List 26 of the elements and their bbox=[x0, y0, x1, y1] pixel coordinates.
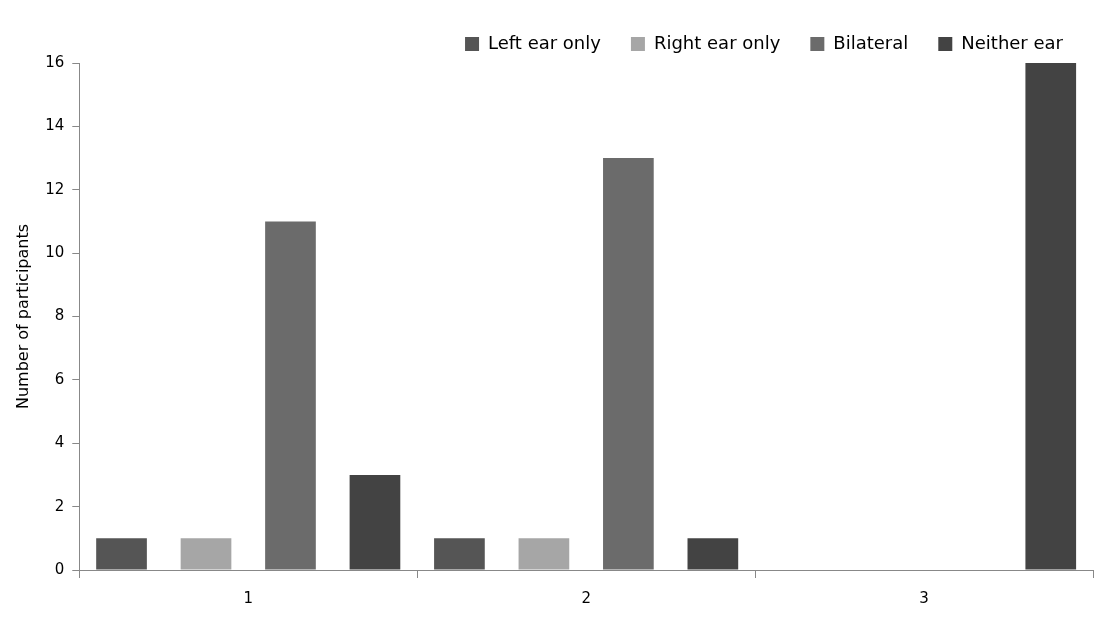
y-tick-label: 0 bbox=[54, 559, 65, 578]
y-tick-label: 2 bbox=[54, 496, 65, 515]
y-tick-label: 8 bbox=[54, 306, 65, 325]
bar bbox=[180, 538, 232, 570]
bar bbox=[96, 538, 147, 570]
bar bbox=[265, 221, 316, 570]
legend-label: Neither ear bbox=[961, 31, 1064, 53]
legend-label: Left ear only bbox=[488, 31, 602, 53]
bar bbox=[1025, 63, 1077, 570]
y-tick-label: 16 bbox=[45, 52, 65, 71]
y-axis-title: Number of participants bbox=[12, 223, 32, 410]
y-tick-label: 14 bbox=[45, 116, 65, 135]
x-tick-label: 2 bbox=[581, 588, 591, 607]
bar bbox=[349, 474, 401, 570]
bar bbox=[687, 538, 739, 570]
legend-label: Right ear only bbox=[653, 31, 781, 53]
bar bbox=[434, 538, 485, 570]
bar bbox=[603, 158, 654, 570]
y-tick-label: 4 bbox=[54, 433, 65, 452]
bar bbox=[518, 538, 570, 570]
x-tick-label: 3 bbox=[919, 588, 929, 607]
x-tick-label: 1 bbox=[243, 588, 254, 607]
legend-label: Bilateral bbox=[833, 31, 909, 53]
y-tick-label: 6 bbox=[54, 369, 65, 388]
y-tick-label: 12 bbox=[45, 179, 65, 198]
y-tick-label: 10 bbox=[45, 243, 65, 262]
